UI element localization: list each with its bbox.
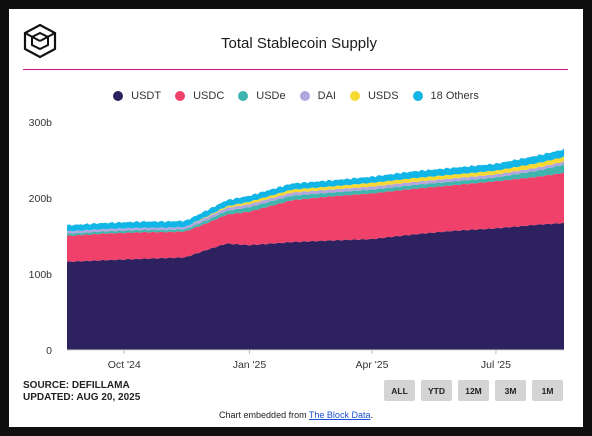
chart-card: Total Stablecoin Supply USDT USDC USDe DAI U… bbox=[9, 9, 583, 427]
chart-legend: USDT USDC USDe DAI USDS 18 Others bbox=[9, 90, 583, 102]
source-label: SOURCE: DEFILLAMA bbox=[23, 380, 130, 391]
legend-swatch bbox=[113, 91, 124, 101]
the-block-data-link[interactable]: The Block Data bbox=[308, 410, 371, 420]
title-divider bbox=[23, 69, 568, 70]
range-button-all[interactable]: ALL bbox=[384, 380, 415, 401]
legend-label: USDC bbox=[193, 90, 225, 102]
legend-swatch bbox=[175, 91, 186, 101]
range-button-3m[interactable]: 3M bbox=[495, 380, 526, 401]
embed-prefix: Chart embedded from bbox=[219, 410, 309, 420]
legend-label: 18 Others bbox=[430, 90, 479, 102]
legend-item-18-others[interactable]: 18 Others bbox=[412, 90, 479, 102]
legend-label: USDT bbox=[131, 90, 162, 102]
range-buttons: ALL YTD 12M 3M 1M bbox=[384, 380, 569, 401]
y-tick-label: 0 bbox=[46, 345, 52, 357]
updated-label: UPDATED: AUG 20, 2025 bbox=[23, 392, 141, 403]
range-button-1m[interactable]: 1M bbox=[532, 380, 563, 401]
embed-note: Chart embedded from The Block Data. bbox=[9, 410, 583, 420]
embed-suffix: . bbox=[370, 410, 373, 420]
range-button-ytd[interactable]: YTD bbox=[421, 380, 452, 401]
legend-item-usdt[interactable]: USDT bbox=[113, 90, 161, 102]
area-series-18-others bbox=[67, 148, 564, 232]
y-tick-label: 200b bbox=[29, 193, 53, 205]
area-series-usdt bbox=[67, 222, 564, 350]
y-tick-label: 300b bbox=[29, 117, 53, 129]
y-tick-label: 100b bbox=[29, 269, 53, 281]
x-tick-label: Apr '25 bbox=[356, 359, 389, 371]
x-tick-label: Jul '25 bbox=[481, 359, 511, 371]
legend-swatch bbox=[412, 91, 423, 101]
legend-swatch bbox=[238, 91, 249, 101]
legend-swatch bbox=[299, 91, 310, 101]
legend-label: DAI bbox=[317, 90, 336, 102]
x-tick-label: Oct '24 bbox=[108, 359, 141, 371]
legend-item-usde[interactable]: USDe bbox=[238, 90, 286, 102]
x-tick-label: Jan '25 bbox=[233, 359, 267, 371]
the-block-logo-icon bbox=[23, 23, 57, 59]
stacked-area-chart: 0 100b 200b 300b Oct '24 Jan '25 Apr '25 Jul '2… bbox=[29, 117, 564, 371]
source-block: SOURCE: DEFILLAMA UPDATED: AUG 20, 2025 bbox=[23, 380, 140, 404]
legend-item-usdc[interactable]: USDC bbox=[175, 90, 224, 102]
area-series-usdc bbox=[67, 172, 564, 262]
legend-item-usds[interactable]: USDS bbox=[349, 90, 399, 102]
legend-label: USDS bbox=[367, 90, 399, 102]
legend-swatch bbox=[349, 91, 360, 101]
range-button-12m[interactable]: 12M bbox=[458, 380, 489, 401]
chart-title: Total Stablecoin Supply bbox=[221, 35, 377, 52]
legend-item-dai[interactable]: DAI bbox=[299, 90, 336, 102]
legend-label: USDe bbox=[256, 90, 286, 102]
